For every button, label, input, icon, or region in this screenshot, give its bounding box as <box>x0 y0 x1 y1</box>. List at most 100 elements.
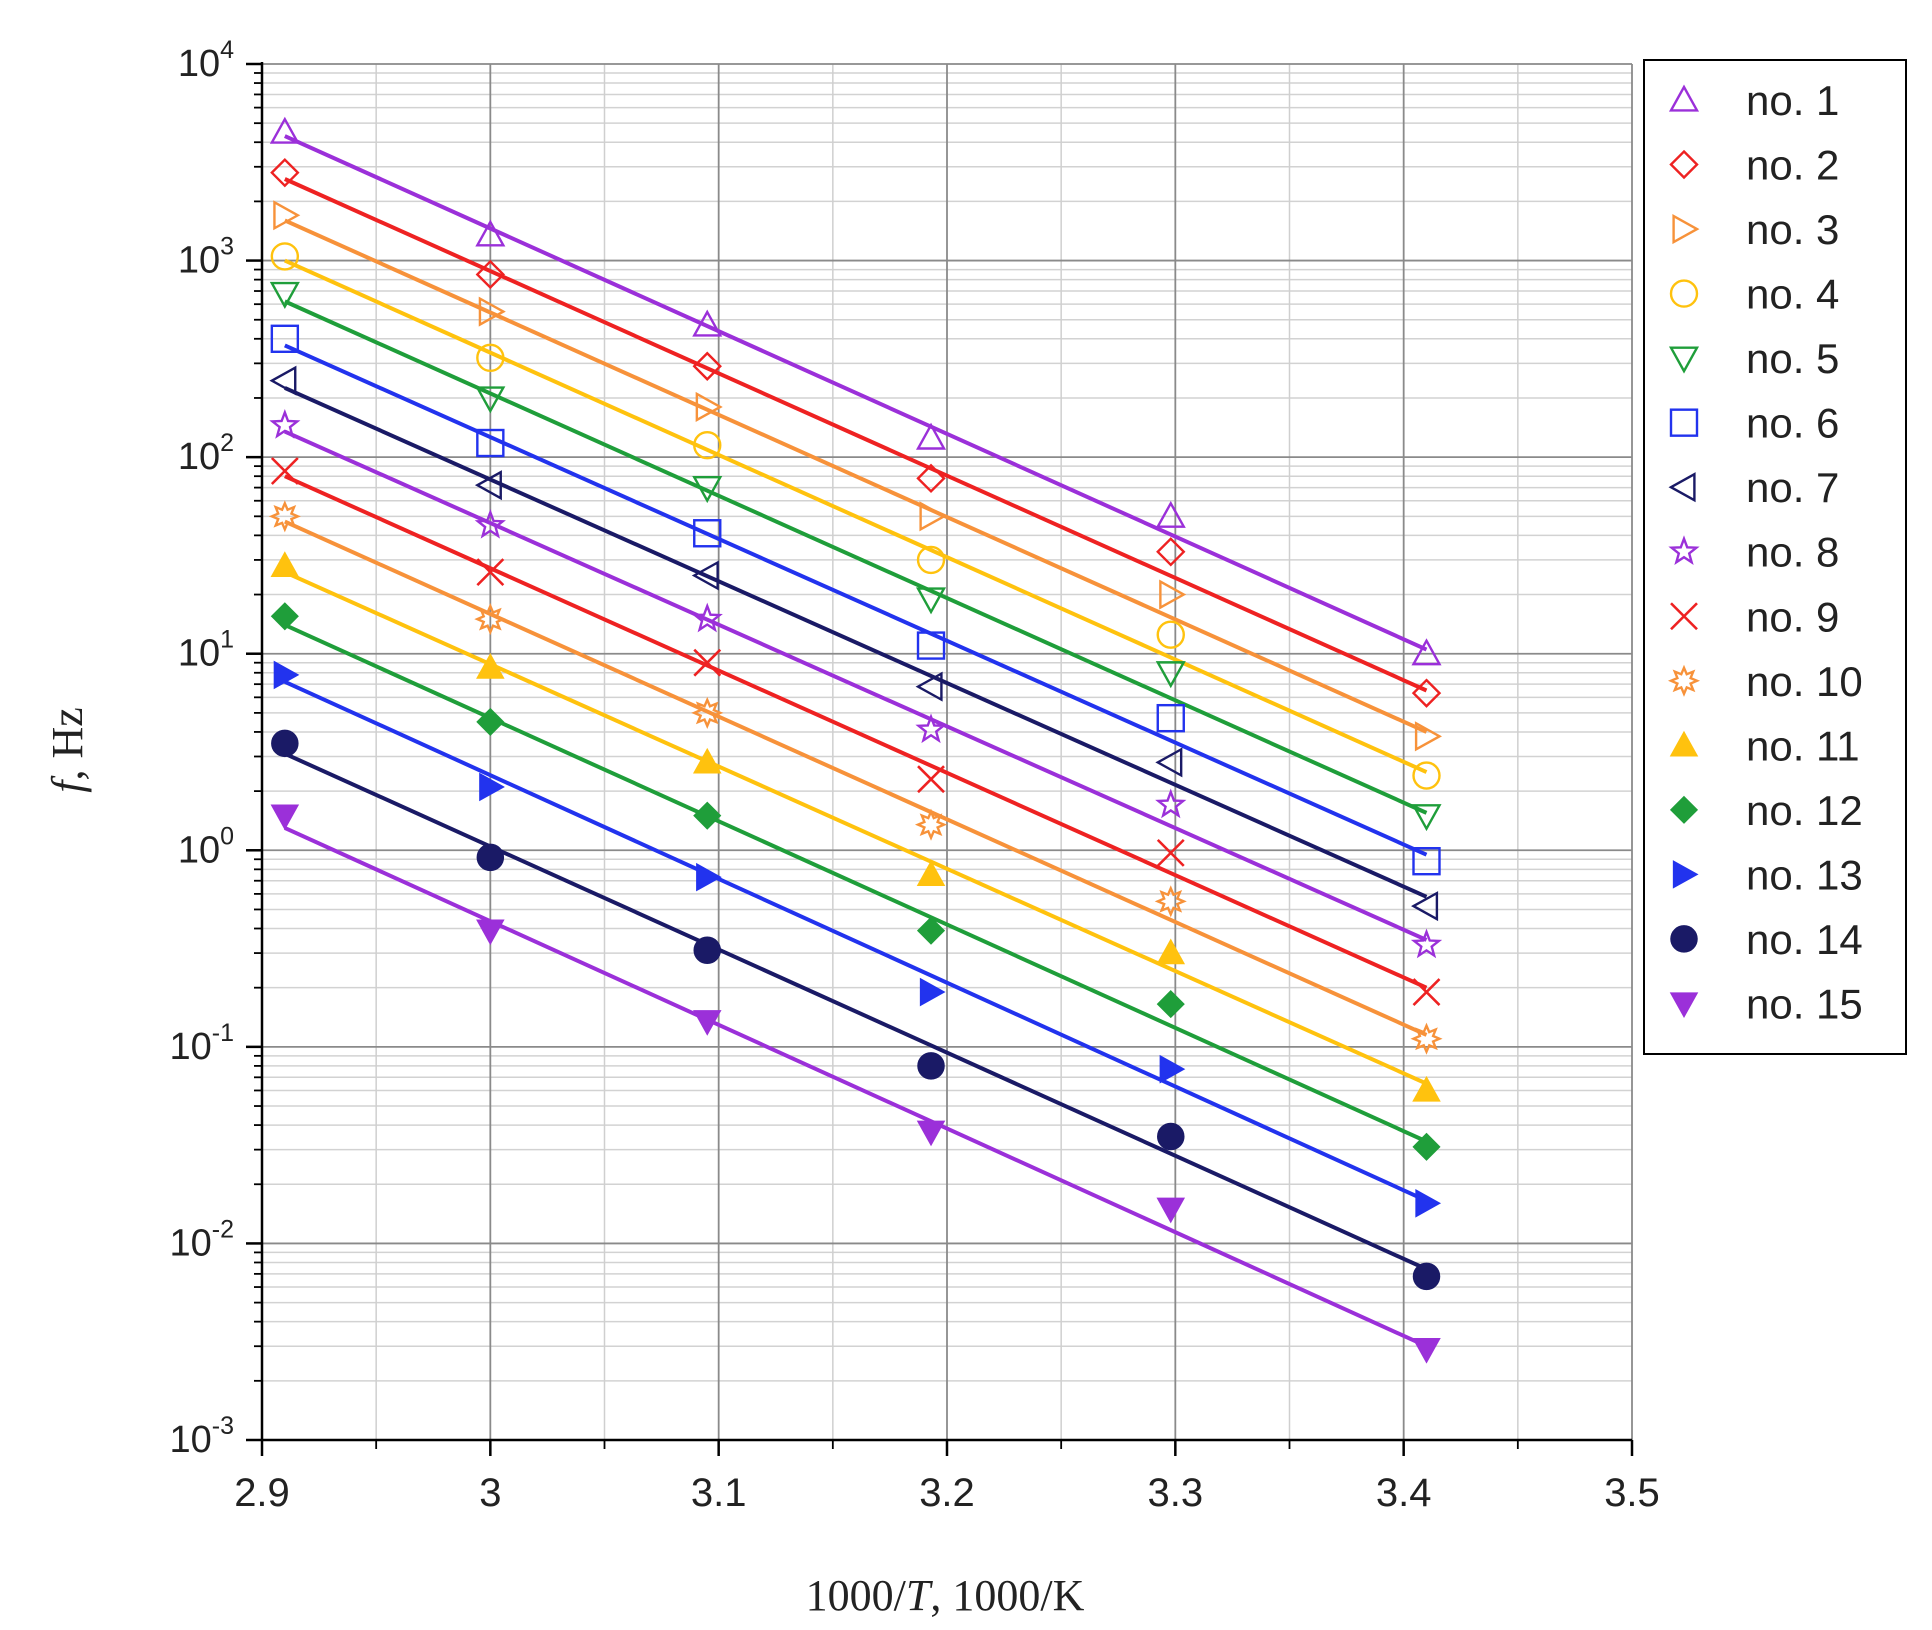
fit-line-7 <box>284 386 1428 899</box>
data-point-series-9 <box>1156 838 1185 867</box>
data-point-series-11 <box>476 653 505 679</box>
data-point-series-2 <box>916 463 946 494</box>
fit-line-15 <box>284 826 1428 1349</box>
data-point-series-1 <box>1155 500 1186 528</box>
data-point-series-5 <box>475 386 506 414</box>
y-tick-label: 101 <box>178 626 234 675</box>
x-tick-labels: 2.9 3 3.1 3.2 3.3 3.4 3.5 <box>234 1471 1660 1515</box>
data-markers <box>268 116 1443 1364</box>
data-point-series-12 <box>693 801 722 830</box>
data-point-series-13 <box>919 977 946 1007</box>
legend-marker-11 <box>1669 730 1699 757</box>
data-point-series-13 <box>479 772 505 802</box>
data-point-series-9 <box>693 648 722 677</box>
data-point-series-3 <box>1159 579 1187 610</box>
data-point-series-11 <box>1412 1075 1441 1102</box>
legend-marker-3 <box>1672 214 1700 245</box>
legend-label-3: no. 3 <box>1746 206 1839 253</box>
y-tick-label-base: 10 <box>169 1026 211 1068</box>
data-point-series-3 <box>695 391 723 423</box>
data-point-series-15 <box>916 1120 946 1147</box>
y-tick-label-base: 10 <box>178 436 220 478</box>
y-tick-label: 10-3 <box>169 1412 234 1461</box>
data-point-series-8 <box>1410 928 1443 959</box>
legend-label-9: no. 9 <box>1746 593 1839 640</box>
x-tick-label: 3.3 <box>1148 1471 1204 1515</box>
fit-line-4 <box>284 258 1428 774</box>
fit-lines <box>284 134 1428 1349</box>
x-tick-label: 2.9 <box>234 1471 290 1515</box>
y-tick-label-exponent: 4 <box>220 36 234 64</box>
fit-line-12 <box>284 623 1428 1144</box>
data-point-series-7 <box>1155 747 1183 778</box>
data-point-series-10 <box>474 603 507 636</box>
x-tick-label: 3.1 <box>691 1471 747 1515</box>
fit-line-13 <box>284 679 1428 1203</box>
data-point-series-1 <box>269 116 300 144</box>
data-point-series-1 <box>915 422 947 450</box>
y-tick-label-base: 10 <box>178 829 220 871</box>
data-point-series-12 <box>1412 1132 1441 1161</box>
data-point-series-2 <box>270 157 300 188</box>
legend-marker-7 <box>1668 472 1696 503</box>
data-point-series-15 <box>692 1010 722 1036</box>
data-point-series-8 <box>691 602 723 633</box>
y-tick-label: 10-2 <box>169 1215 234 1264</box>
legend-marker-6 <box>1669 408 1699 437</box>
legend-label-8: no. 8 <box>1746 529 1839 576</box>
data-point-series-4 <box>1412 761 1441 790</box>
data-point-series-14 <box>476 843 505 872</box>
data-point-series-15 <box>1412 1337 1441 1364</box>
data-point-series-7 <box>474 470 502 501</box>
legend-marker-13 <box>1672 860 1699 889</box>
x-tick-label: 3.4 <box>1376 1471 1432 1515</box>
y-tick-label-exponent: 1 <box>220 626 234 654</box>
y-tick-label-base: 10 <box>178 633 220 675</box>
y-tick-label-base: 10 <box>178 240 220 282</box>
data-point-series-13 <box>1415 1189 1442 1218</box>
data-point-series-14 <box>1412 1262 1441 1291</box>
data-point-series-2 <box>1156 537 1186 567</box>
data-point-series-10 <box>268 500 301 533</box>
data-point-series-4 <box>476 343 505 373</box>
data-point-series-1 <box>692 309 723 337</box>
legend-marker-4 <box>1669 279 1699 308</box>
data-point-series-14 <box>271 729 299 758</box>
y-tick-label-base: 10 <box>169 1222 211 1264</box>
data-point-series-12 <box>476 707 505 736</box>
data-point-series-9 <box>1412 978 1441 1006</box>
data-point-series-11 <box>270 551 300 577</box>
y-tick-label: 100 <box>178 822 234 871</box>
legend-label-1: no. 1 <box>1746 77 1839 124</box>
y-tick-label-exponent: 3 <box>220 233 234 261</box>
fit-line-5 <box>284 299 1428 815</box>
data-point-series-10 <box>914 808 948 841</box>
data-point-series-5 <box>1155 661 1186 689</box>
y-tick-label-base: 10 <box>178 43 220 85</box>
x-axis-label-part: 1000/ <box>806 1571 907 1620</box>
data-point-series-5 <box>1411 804 1442 832</box>
data-point-series-9 <box>917 765 945 794</box>
data-point-series-14 <box>1157 1122 1185 1151</box>
fit-line-1 <box>284 134 1428 652</box>
legend-marker-10 <box>1667 664 1701 697</box>
x-axis-label-part: T <box>906 1571 934 1620</box>
x-axis-label-part: , 1000/K <box>930 1571 1084 1620</box>
data-point-series-1 <box>1411 638 1442 666</box>
y-tick-label: 103 <box>178 233 234 282</box>
data-point-series-13 <box>696 862 722 892</box>
data-point-series-13 <box>1159 1054 1186 1084</box>
legend-marker-8 <box>1668 535 1700 566</box>
y-tick-label-exponent: 2 <box>220 429 234 457</box>
data-point-series-11 <box>916 860 946 886</box>
legend-label-5: no. 5 <box>1746 335 1839 382</box>
data-point-series-14 <box>693 936 721 965</box>
data-point-series-12 <box>270 602 299 631</box>
y-tick-label-exponent: 0 <box>220 822 234 850</box>
legend-label-13: no. 13 <box>1746 851 1863 898</box>
fit-line-11 <box>284 570 1428 1086</box>
data-point-series-6 <box>693 519 722 548</box>
